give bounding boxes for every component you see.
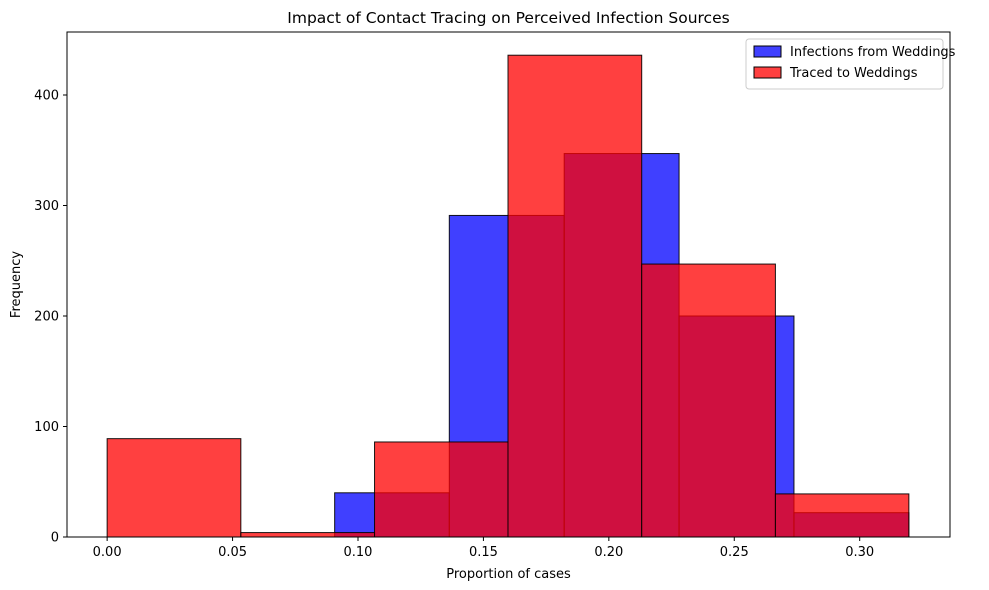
legend-swatch [753,66,782,79]
x-tick-label: 0.05 [218,545,247,560]
y-axis-title: Frequency [9,251,24,318]
legend-label: Traced to Weddings [789,66,918,81]
bar-series-2-bin-5 [641,263,776,538]
y-tick-label: 0 [51,531,59,546]
chart-title: Impact of Contact Tracing on Perceived I… [287,9,729,27]
legend: Infections from Weddings Traced to Weddin… [745,38,956,90]
bar-series-2-bin-3 [374,441,509,538]
legend-swatch [753,45,782,58]
y-tick-label: 200 [34,309,59,324]
x-tick-label: 0.15 [469,545,498,560]
bar-series-2-bin-2 [240,532,376,538]
y-tick-label: 300 [34,199,59,214]
plot-frame [66,31,951,538]
y-tick-label: 100 [34,420,59,435]
bar-series-2-bin-1 [106,438,242,538]
x-tick-label: 0.20 [594,545,623,560]
x-axis: 0.00 0.05 0.10 0.15 0.20 0.25 0.30 [93,537,874,560]
x-tick-label: 0.30 [845,545,874,560]
y-axis: 0 100 200 300 400 [34,88,67,546]
legend-label: Infections from Weddings [790,45,956,60]
x-tick-label: 0.25 [720,545,749,560]
x-tick-label: 0.00 [93,545,122,560]
bar-series-2-bin-4 [507,54,643,538]
bar-series-2-bin-6 [774,493,910,538]
legend-box [745,38,944,90]
bars-group [106,54,910,538]
y-tick-label: 400 [34,88,59,103]
x-tick-label: 0.10 [344,545,373,560]
x-axis-title: Proportion of cases [446,567,571,582]
